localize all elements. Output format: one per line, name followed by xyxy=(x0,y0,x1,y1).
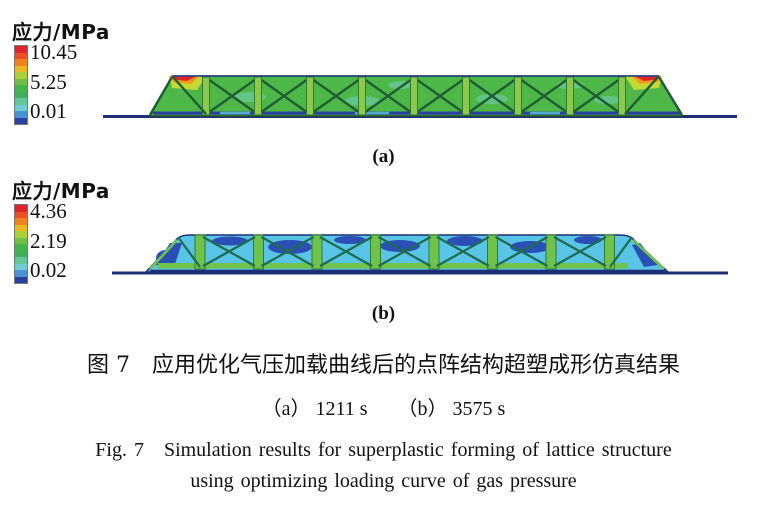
legend-b-title: 应力/MPa xyxy=(12,179,110,203)
caption-english-line1: Fig. 7 Simulation results for superplast… xyxy=(95,439,672,461)
caption-subfigure-times: （a） 1211 s （b） 3575 s xyxy=(261,398,506,420)
legend-a-title: 应力/MPa xyxy=(12,20,110,44)
legend-b-tick-max: 4.36 xyxy=(30,199,67,223)
caption-chinese: 图 7 应用优化气压加载曲线后的点阵结构超塑成形仿真结果 xyxy=(87,353,680,378)
lattice-web-b xyxy=(200,235,609,268)
simulation-contour-a xyxy=(103,75,737,118)
legend-a-tick-max: 10.45 xyxy=(30,40,78,64)
legend-b-tick-mid: 2.19 xyxy=(30,228,67,253)
legend-a-ticks: 10.45 5.25 0.01 xyxy=(30,42,77,122)
legend-b-colorbar xyxy=(14,204,28,284)
legend-a-tick-mid: 5.25 xyxy=(30,69,67,94)
legend-a-tick-min: 0.01 xyxy=(30,99,67,123)
ramp-braces-b xyxy=(149,236,665,270)
panel-b-label: (b) xyxy=(371,303,396,324)
panel-a-label: (a) xyxy=(372,146,395,167)
legend-b-ticks: 4.36 2.19 0.02 xyxy=(30,201,67,281)
legend-a-colorbar xyxy=(14,45,28,125)
hotspot-left-a xyxy=(169,76,206,90)
hotspot-right-a xyxy=(625,76,662,90)
caption-english-line2: using optimizing loading curve of gas pr… xyxy=(190,470,577,492)
lattice-posts-a xyxy=(202,76,626,116)
legend-b-tick-min: 0.02 xyxy=(30,258,67,282)
ramp-braces-a xyxy=(148,76,684,116)
simulation-contour-b xyxy=(112,234,728,275)
